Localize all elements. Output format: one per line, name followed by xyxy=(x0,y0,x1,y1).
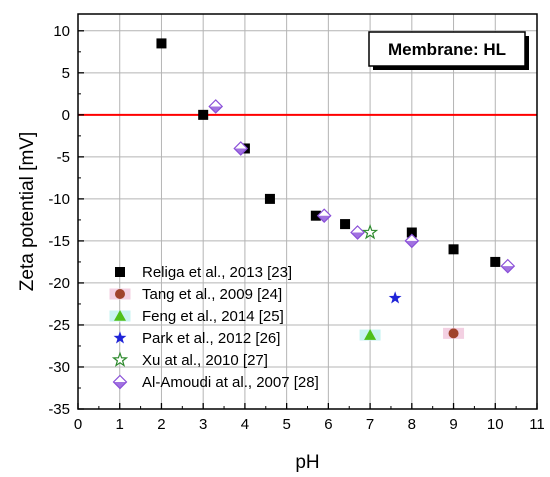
y-tick-label: 0 xyxy=(62,107,70,124)
x-tick-label: 10 xyxy=(487,416,504,433)
legend-item: Al-Amoudi at al., 2007 [28] xyxy=(112,374,319,391)
legend-item: Religa et al., 2013 [23] xyxy=(115,264,292,281)
y-tick-label: -5 xyxy=(57,149,70,166)
legend-item: Feng et al., 2014 [25] xyxy=(109,308,284,325)
x-tick-label: 7 xyxy=(366,416,374,433)
y-tick-label: -15 xyxy=(48,233,70,250)
y-tick-label: -35 xyxy=(48,401,70,418)
y-tick-label: 10 xyxy=(53,23,70,40)
legend-marker xyxy=(114,310,126,321)
x-tick-label: 8 xyxy=(408,416,416,433)
legend-marker xyxy=(115,267,125,277)
series-5 xyxy=(208,99,516,274)
y-axis-label: Zeta potential [mV] xyxy=(17,132,38,291)
data-point xyxy=(490,256,501,267)
x-tick-label: 4 xyxy=(241,416,249,433)
legend-item: Xu at al., 2010 [27] xyxy=(111,351,268,369)
grid-lines xyxy=(78,14,537,409)
legend-marker xyxy=(111,351,129,367)
data-point-fill xyxy=(209,106,223,113)
legend-label: Religa et al., 2013 [23] xyxy=(142,264,292,281)
y-tick-label: 5 xyxy=(62,65,70,82)
y-tick-label: -25 xyxy=(48,317,70,334)
data-point-fill xyxy=(234,148,248,155)
data-point xyxy=(388,291,402,304)
y-tick-label: -20 xyxy=(48,275,70,292)
series-4 xyxy=(361,223,379,240)
x-tick-label: 6 xyxy=(324,416,332,433)
x-tick-label: 11 xyxy=(529,416,545,433)
legend-label: Al-Amoudi at al., 2007 [28] xyxy=(142,374,319,391)
data-point-fill xyxy=(317,215,331,223)
axis-ticks xyxy=(77,30,538,410)
x-tick-label: 0 xyxy=(74,416,82,433)
membrane-annotation-box: Membrane: HL xyxy=(368,31,529,70)
x-tick-label: 9 xyxy=(449,416,457,433)
legend: Religa et al., 2013 [23] Tang et al., 200… xyxy=(109,264,319,391)
series-2 xyxy=(359,329,381,341)
x-tick-label: 1 xyxy=(116,416,124,433)
data-points xyxy=(156,38,516,341)
legend-item: Tang et al., 2009 [24] xyxy=(109,286,282,303)
legend-marker-fill xyxy=(113,382,127,389)
data-point xyxy=(310,210,321,221)
data-point-fill xyxy=(351,232,365,240)
x-tick-label: 3 xyxy=(199,416,207,433)
legend-marker xyxy=(113,331,127,344)
data-point xyxy=(340,219,351,230)
legend-marker xyxy=(115,289,125,299)
legend-label: Xu at al., 2010 [27] xyxy=(142,352,268,369)
legend-label: Feng et al., 2014 [25] xyxy=(142,308,284,325)
series-1 xyxy=(443,327,465,339)
data-point-fill xyxy=(405,240,419,248)
data-point xyxy=(406,227,417,238)
x-tick-label: 2 xyxy=(157,416,165,433)
x-tick-labels: 0 1 2 3 4 5 6 7 8 9 10 11 xyxy=(74,416,545,433)
x-tick-label: 5 xyxy=(282,416,290,433)
annotation-text: Membrane: HL xyxy=(388,40,506,59)
annotation-box xyxy=(368,31,526,67)
data-point-fill xyxy=(501,266,515,273)
data-point xyxy=(198,109,209,120)
data-point xyxy=(448,244,459,255)
data-point xyxy=(361,223,379,240)
series-3 xyxy=(388,291,402,304)
y-tick-label: -10 xyxy=(48,191,70,208)
legend-item: Park et al., 2012 [26] xyxy=(113,330,280,347)
data-point xyxy=(264,193,275,204)
legend-label: Park et al., 2012 [26] xyxy=(142,330,280,347)
x-axis-label: pH xyxy=(295,452,319,473)
y-tick-labels: 10 5 0 -5 -10 -15 -20 -25 -30 -35 xyxy=(48,23,70,418)
data-point xyxy=(448,328,459,339)
data-point xyxy=(364,329,377,340)
data-point xyxy=(156,38,167,49)
y-tick-label: -30 xyxy=(48,359,70,376)
legend-label: Tang et al., 2009 [24] xyxy=(142,286,282,303)
